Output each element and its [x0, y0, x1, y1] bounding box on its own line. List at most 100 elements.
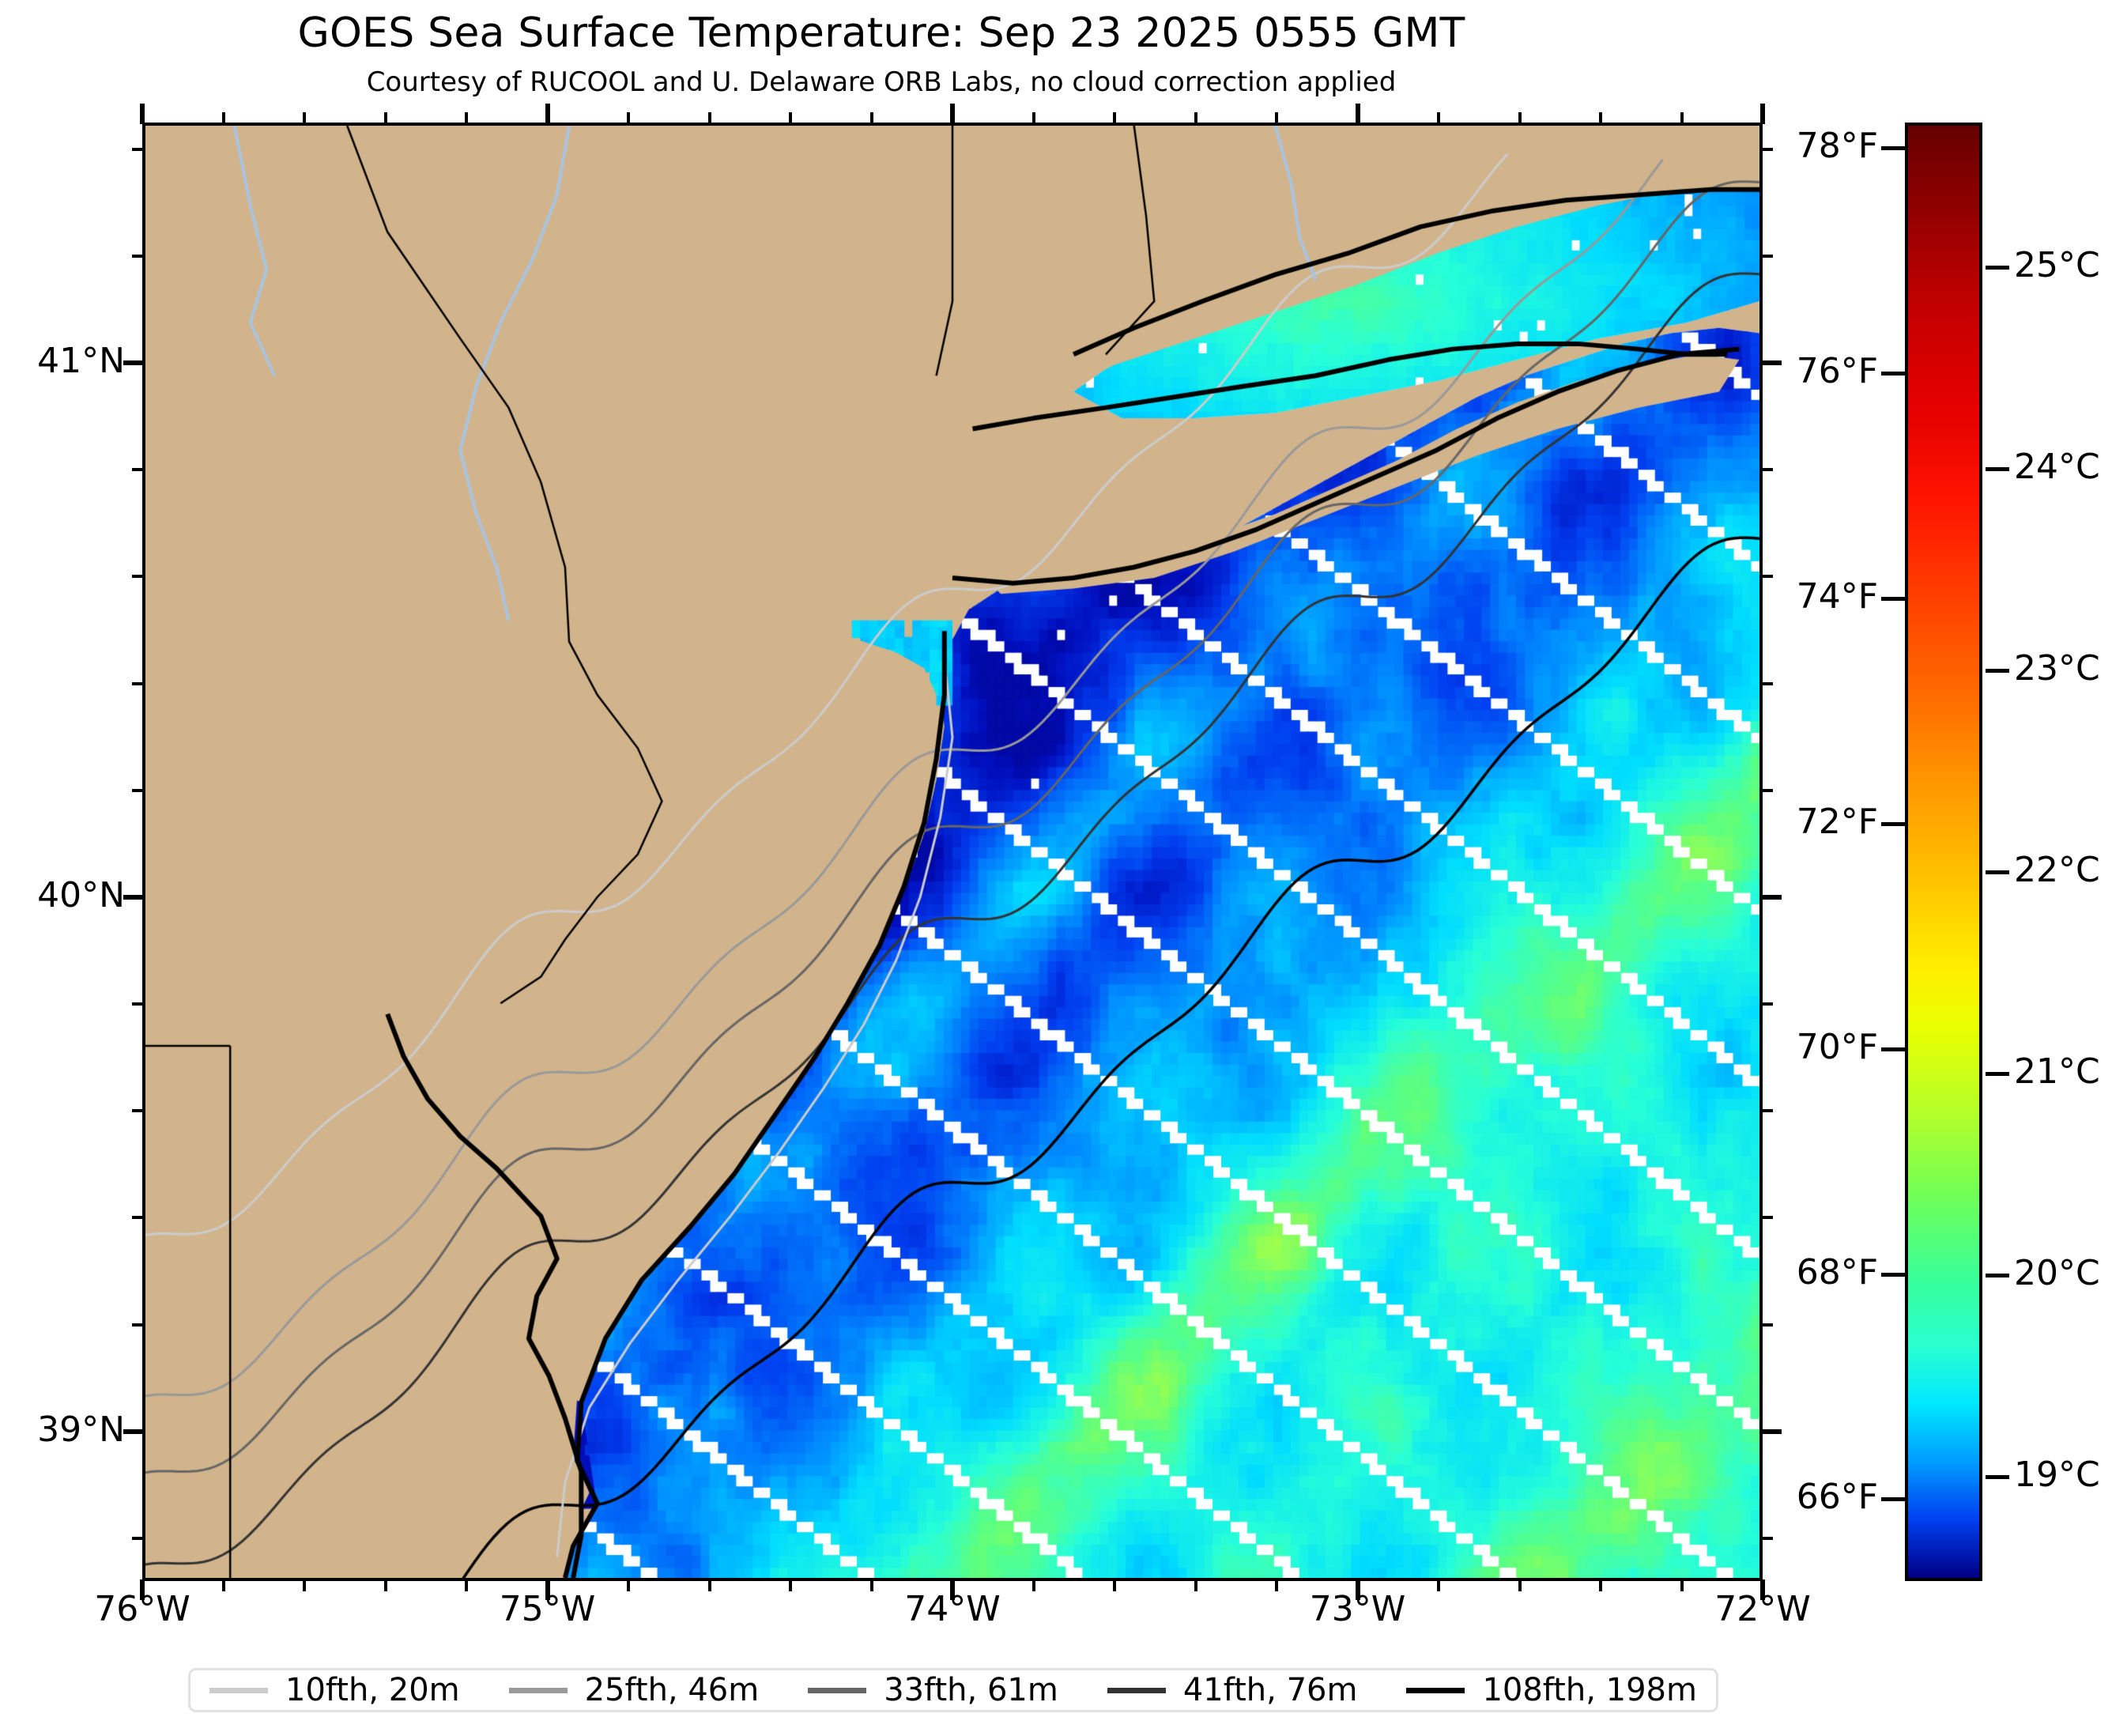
y-minor-tick: [132, 1002, 144, 1006]
x-minor-tick-top: [221, 112, 225, 124]
y-major-tick-right: [1761, 1428, 1782, 1434]
colorbar-celsius-tick: [1986, 466, 2009, 471]
x-minor-tick: [869, 1579, 873, 1591]
x-minor-tick-top: [627, 112, 630, 124]
colorbar-fahrenheit-label: 70°F: [1796, 1026, 1878, 1067]
y-minor-tick-right: [1761, 575, 1773, 579]
x-axis-label: 74°W: [904, 1589, 1001, 1629]
colorbar-celsius-tick: [1986, 1475, 2009, 1480]
x-minor-tick: [1031, 1579, 1035, 1591]
y-minor-tick-right: [1761, 1216, 1773, 1220]
x-minor-tick-top: [1599, 112, 1602, 124]
x-minor-tick: [1275, 1579, 1278, 1591]
sst-map-plot[interactable]: [142, 123, 1763, 1581]
legend-item[interactable]: 41fth, 76m: [1107, 1672, 1358, 1708]
x-major-tick: [545, 1579, 550, 1600]
colorbar-fahrenheit-tick: [1881, 1047, 1905, 1051]
colorbar-celsius-label: 25°C: [2014, 244, 2100, 285]
depth-contour-line-swatch: [808, 1687, 867, 1693]
x-major-tick: [140, 1579, 145, 1600]
colorbar-celsius-tick: [1986, 870, 2009, 874]
colorbar-fahrenheit-tick: [1881, 372, 1905, 376]
y-major-tick-right: [1761, 894, 1782, 900]
depth-contour-line-swatch: [1406, 1687, 1465, 1693]
legend-item-label: 25fth, 46m: [584, 1672, 760, 1708]
y-minor-tick: [132, 1109, 144, 1113]
colorbar-celsius-tick: [1986, 1072, 2009, 1077]
depth-contour-legend[interactable]: 10fth, 20m 25fth, 46m 33fth, 61m 41fth, 76m…: [188, 1668, 1718, 1712]
legend-item[interactable]: 33fth, 61m: [808, 1672, 1058, 1708]
x-minor-tick-top: [1194, 112, 1197, 124]
legend-item-label: 41fth, 76m: [1182, 1672, 1358, 1708]
colorbar-fahrenheit-label: 78°F: [1796, 126, 1878, 167]
y-minor-tick-right: [1761, 1002, 1773, 1006]
y-minor-tick-right: [1761, 147, 1773, 151]
legend-item[interactable]: 25fth, 46m: [508, 1672, 760, 1708]
y-minor-tick: [132, 681, 144, 685]
legend-item-label: 10fth, 20m: [285, 1672, 460, 1708]
depth-contour-line-swatch: [508, 1687, 568, 1693]
y-major-tick-right: [1761, 360, 1782, 366]
colorbar-celsius-label: 22°C: [2014, 850, 2100, 890]
x-minor-tick-top: [1437, 112, 1440, 124]
x-major-tick: [1760, 1579, 1765, 1600]
legend-item-label: 33fth, 61m: [884, 1672, 1058, 1708]
x-axis-label: 75°W: [499, 1589, 596, 1629]
y-major-tick: [123, 1428, 144, 1434]
x-minor-tick-top: [383, 112, 387, 124]
page-title: GOES Sea Surface Temperature: Sep 23 202…: [297, 9, 1465, 57]
x-minor-tick-top: [1680, 112, 1684, 124]
y-minor-tick: [132, 1216, 144, 1220]
x-major-tick-top: [950, 104, 955, 124]
legend-item[interactable]: 10fth, 20m: [209, 1672, 460, 1708]
colorbar-fahrenheit-label: 72°F: [1796, 801, 1878, 842]
colorbar-celsius-tick: [1986, 1274, 2009, 1278]
x-minor-tick-top: [465, 112, 468, 124]
y-minor-tick: [132, 1536, 144, 1540]
colorbar-celsius-label: 21°C: [2014, 1051, 2100, 1093]
x-minor-tick: [1518, 1579, 1522, 1591]
page-subtitle: Courtesy of RUCOOL and U. Delaware ORB L…: [366, 66, 1397, 98]
x-axis-label: 73°W: [1309, 1589, 1406, 1629]
colorbar-celsius-label: 24°C: [2014, 446, 2100, 487]
y-major-tick: [123, 360, 144, 366]
x-minor-tick: [707, 1579, 711, 1591]
colorbar-celsius-label: 19°C: [2014, 1455, 2100, 1496]
x-axis-label: 76°W: [94, 1589, 190, 1629]
x-minor-tick: [303, 1579, 306, 1591]
y-axis-label: 39°N: [37, 1409, 125, 1450]
colorbar-fahrenheit-tick: [1881, 597, 1905, 602]
x-major-tick-top: [1760, 104, 1765, 124]
y-minor-tick: [132, 468, 144, 472]
y-minor-tick-right: [1761, 254, 1773, 258]
x-minor-tick: [221, 1579, 225, 1591]
x-major-tick: [950, 1579, 955, 1600]
legend-item[interactable]: 108fth, 198m: [1406, 1672, 1697, 1708]
colorbar-celsius-label: 20°C: [2014, 1253, 2100, 1294]
y-minor-tick: [132, 1323, 144, 1327]
x-minor-tick: [1437, 1579, 1440, 1591]
x-minor-tick-top: [1275, 112, 1278, 124]
x-minor-tick: [383, 1579, 387, 1591]
y-minor-tick-right: [1761, 1323, 1773, 1327]
depth-contour-line-swatch: [209, 1687, 268, 1693]
y-major-tick: [123, 894, 144, 900]
colorbar-fahrenheit-tick: [1881, 821, 1905, 826]
x-major-tick-top: [1355, 104, 1360, 124]
colorbar-celsius-tick: [1986, 265, 2009, 270]
y-minor-tick-right: [1761, 681, 1773, 685]
y-minor-tick-right: [1761, 468, 1773, 472]
y-minor-tick: [132, 788, 144, 792]
y-minor-tick: [132, 147, 144, 151]
colorbar-fahrenheit-tick: [1881, 146, 1905, 151]
colorbar-fahrenheit-label: 66°F: [1796, 1477, 1878, 1518]
y-minor-tick-right: [1761, 1536, 1773, 1540]
x-minor-tick: [627, 1579, 630, 1591]
y-minor-tick: [132, 254, 144, 258]
sst-colorbar: 78°F 76°F 74°F 72°F 70°F 68°F 66°F 25°C 24°C 23°C…: [1797, 123, 2100, 1581]
x-axis-label: 72°W: [1714, 1589, 1811, 1629]
x-minor-tick: [1194, 1579, 1197, 1591]
sst-raster-canvas: [145, 126, 1759, 1578]
x-minor-tick-top: [789, 112, 792, 124]
x-major-tick-top: [545, 104, 550, 124]
